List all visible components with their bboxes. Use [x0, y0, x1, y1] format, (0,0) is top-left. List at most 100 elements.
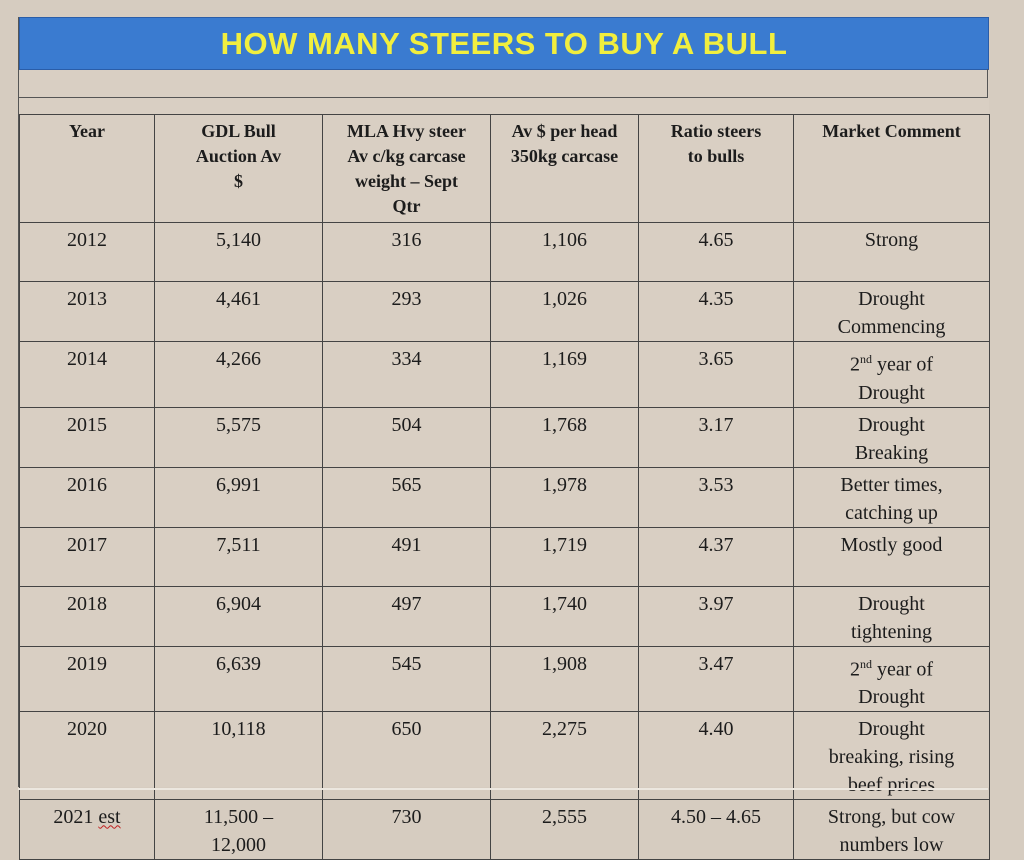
cell-line: Drought [858, 718, 925, 741]
cell-steer: 565 [322, 466, 491, 528]
cell-steer: 316 [322, 222, 491, 282]
cell-market-comment: Drought breaking, rising beef prices [793, 711, 990, 801]
column-header-ratio: Ratio steers to bulls [638, 114, 794, 223]
table-row: 2020 10,118 650 2,275 4.40 Drought breaking, r… [19, 711, 990, 801]
cell-line: Breaking [854, 441, 929, 464]
cell-per-head: 1,908 [490, 645, 639, 713]
cell-ratio: 3.97 [638, 585, 794, 647]
cell-market-comment: 2nd year of Drought [793, 645, 990, 713]
cell-market-comment: Drought tightening [793, 585, 990, 647]
cell-line: Year [69, 121, 105, 141]
cell-ratio: 4.37 [638, 526, 794, 587]
cell-ratio: 3.17 [638, 406, 794, 468]
cell-bull: 7,511 [154, 526, 323, 587]
cell-market-comment: 2nd year of Drought [793, 341, 990, 408]
table-row: 2013 4,461 293 1,026 4.35 Drought Commencing [19, 281, 990, 342]
cell-steer: 491 [322, 526, 491, 587]
cell-ratio: 3.53 [638, 466, 794, 528]
cell-line: Auction Av [195, 146, 282, 166]
page-title: HOW MANY STEERS TO BUY A BULL [220, 25, 788, 61]
cell-bull: 6,639 [154, 645, 323, 713]
cell-per-head: 1,768 [490, 406, 639, 468]
table-body: 2012 5,140 316 1,106 4.65 Strong 2013 4,461 293 1… [19, 222, 990, 860]
cell-market-comment: Mostly good [793, 526, 990, 587]
table-row: 2018 6,904 497 1,740 3.97 Drought tightening [19, 585, 990, 647]
cell-ratio: 4.40 [638, 711, 794, 801]
cell-line: breaking, rising [828, 746, 955, 769]
cell-line: 2nd year of [849, 656, 934, 681]
spacer-band [19, 69, 988, 98]
cell-per-head: 1,978 [490, 466, 639, 528]
cell-line: $ [234, 171, 243, 191]
cell-line: Av $ per head [511, 121, 618, 141]
cell-line: catching up [845, 501, 938, 524]
cell-ratio: 4.50 – 4.65 [638, 799, 794, 860]
cell-bull: 4,266 [154, 341, 323, 408]
cell-year: 2020 [19, 711, 155, 801]
cell-line: Ratio steers [670, 121, 762, 141]
bottom-rule [18, 788, 988, 790]
cell-per-head: 2,555 [490, 799, 639, 860]
cell-line: Commencing [837, 316, 946, 338]
cell-line: beef prices [847, 774, 936, 797]
table-row: 2016 6,991 565 1,978 3.53 Better times, catchi… [19, 466, 990, 528]
cell-line: weight – Sept [355, 171, 458, 191]
cell-year: 2014 [19, 341, 155, 408]
column-header-year: Year [19, 114, 155, 223]
table-row: 2021 est 11,500 – 12,000 730 2,555 4.50 – 4.6… [19, 799, 990, 860]
cell-steer: 293 [322, 281, 491, 342]
cell-ratio: 3.47 [638, 645, 794, 713]
cell-steer: 504 [322, 406, 491, 468]
cell-per-head: 1,719 [490, 526, 639, 587]
cell-line: GDL Bull [201, 121, 276, 141]
cell-per-head: 1,106 [490, 222, 639, 282]
cell-year: 2012 [19, 222, 155, 282]
cell-per-head: 1,740 [490, 585, 639, 647]
table-row: 2015 5,575 504 1,768 3.17 Drought Breaking [19, 406, 990, 468]
table-row: 2017 7,511 491 1,719 4.37 Mostly good [19, 526, 990, 587]
cell-line: Drought [858, 381, 925, 404]
cell-steer: 334 [322, 341, 491, 408]
column-header-per-head: Av $ per head 350kg carcase [490, 114, 639, 223]
cell-bull: 6,904 [154, 585, 323, 647]
cell-market-comment: Drought Breaking [793, 406, 990, 468]
cell-line: Strong, but cow [827, 806, 956, 829]
cell-steer: 545 [322, 645, 491, 713]
cell-bull: 10,118 [154, 711, 323, 801]
cell-line: 12,000 [211, 834, 266, 857]
title-banner: HOW MANY STEERS TO BUY A BULL [19, 17, 989, 70]
cell-ratio: 4.65 [638, 222, 794, 282]
cell-market-comment: Strong [793, 222, 990, 282]
cell-line: to bulls [687, 146, 745, 166]
header-row: Year GDL Bull Auction Av $ MLA Hvy steer Av c… [19, 114, 990, 223]
cell-line: Mostly good [840, 533, 943, 556]
cell-line: Drought [858, 592, 925, 615]
cell-per-head: 1,026 [490, 281, 639, 342]
cell-line: Strong [864, 229, 919, 251]
cell-year: 2019 [19, 645, 155, 713]
table-row: 2014 4,266 334 1,169 3.65 2nd year of Drought [19, 341, 990, 408]
cell-line: tightening [850, 620, 933, 643]
cell-bull: 5,140 [154, 222, 323, 282]
cell-line: 11,500 – [203, 806, 274, 829]
table-row: 2019 6,639 545 1,908 3.47 2nd year of Drought [19, 645, 990, 713]
cell-year: 2021 est [19, 799, 155, 860]
cell-bull: 5,575 [154, 406, 323, 468]
cell-line: Qtr [392, 196, 421, 216]
cell-bull: 11,500 – 12,000 [154, 799, 323, 860]
cell-steer: 730 [322, 799, 491, 860]
cell-ratio: 3.65 [638, 341, 794, 408]
cell-ratio: 4.35 [638, 281, 794, 342]
column-header-market-comment: Market Comment [793, 114, 990, 223]
cell-line: 350kg carcase [510, 146, 619, 166]
spellcheck-word: est [98, 806, 121, 829]
cell-line: Av c/kg carcase [347, 146, 466, 166]
cell-line: MLA Hvy steer [347, 121, 466, 141]
cell-bull: 6,991 [154, 466, 323, 528]
cell-line: Market Comment [822, 121, 961, 141]
cell-market-comment: Strong, but cow numbers low [793, 799, 990, 860]
table-row: 2012 5,140 316 1,106 4.65 Strong [19, 222, 990, 282]
cell-steer: 650 [322, 711, 491, 801]
cell-steer: 497 [322, 585, 491, 647]
column-header-mla-steer: MLA Hvy steer Av c/kg carcase weight – Sep… [322, 114, 491, 223]
